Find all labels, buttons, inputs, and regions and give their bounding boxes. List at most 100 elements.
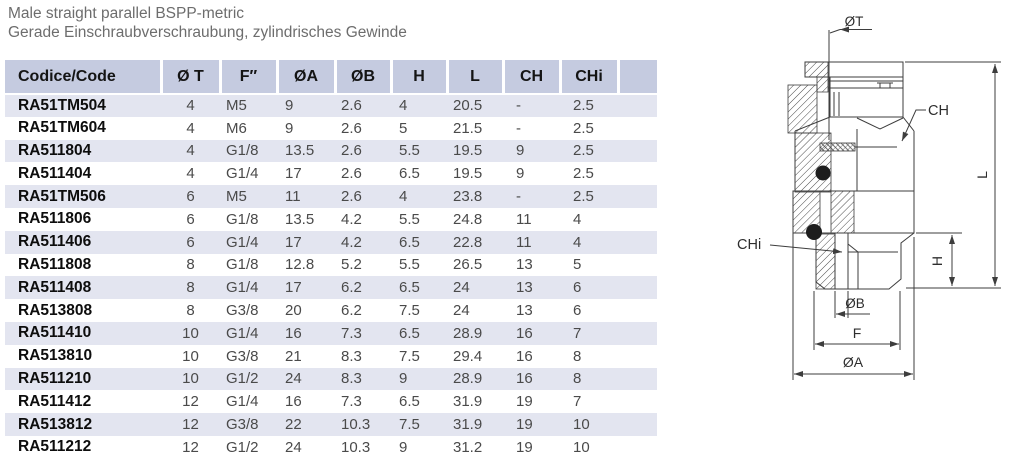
grip-washer — [819, 142, 856, 152]
empty-cell — [618, 162, 657, 185]
spec-value: 4 — [399, 97, 408, 115]
spec-value: 4 — [186, 97, 195, 115]
spec-value: 9 — [399, 438, 408, 456]
table-row: RA511806 6 G1/8 13.5 4.2 5.5 24.8 11 4 — [5, 208, 657, 231]
spec-value: G1/2 — [226, 438, 259, 456]
part-code: RA511806 — [18, 210, 92, 228]
table-row: RA511804 4 G1/8 13.5 2.6 5.5 19.5 9 2.5 — [5, 139, 657, 163]
column-header: Codice/Code — [5, 60, 163, 95]
table-header-row: Codice/Code Ø T F″ ØA ØB H L CH CHi — [5, 60, 657, 95]
spec-value: 8.3 — [341, 347, 362, 365]
spec-value: G1/2 — [226, 370, 259, 388]
spec-value: 16 — [516, 347, 533, 365]
empty-cell — [618, 322, 657, 345]
spec-value: 19 — [516, 393, 533, 411]
spec-value: 9 — [285, 97, 294, 115]
spec-value: 29.4 — [453, 347, 483, 365]
spec-value: 12 — [182, 416, 199, 434]
spec-value: 17 — [285, 279, 302, 297]
spec-value: 22 — [285, 416, 302, 434]
column-header: CH — [503, 60, 562, 95]
spec-value: 7.5 — [399, 347, 420, 365]
column-header: H — [391, 60, 449, 95]
spec-value: 12 — [182, 393, 199, 411]
spec-value: 20.5 — [453, 97, 483, 115]
spec-value: 4.2 — [341, 233, 362, 251]
part-code: RA51TM506 — [18, 187, 106, 205]
spec-value: 5.5 — [399, 142, 420, 160]
spec-value: 26.5 — [453, 256, 483, 274]
spec-value: 11 — [516, 210, 532, 228]
spec-value: 9 — [516, 165, 525, 183]
spec-value: 8 — [186, 302, 195, 320]
spec-value: 19.5 — [453, 142, 483, 160]
table-row: RA511212 12 G1/2 24 10.3 9 31.2 19 10 — [5, 436, 657, 459]
column-header: CHi — [560, 60, 620, 95]
spec-value: M5 — [226, 188, 247, 206]
spec-value: 9 — [285, 119, 294, 137]
column-header: ØB — [335, 60, 393, 95]
column-header: L — [447, 60, 505, 95]
spec-value: 2.5 — [573, 119, 594, 137]
spec-value: 6.5 — [399, 165, 420, 183]
label-thread-height-h: H — [929, 256, 945, 266]
spec-value: 2.6 — [341, 119, 362, 137]
empty-cell — [618, 117, 657, 140]
part-code: RA511404 — [18, 164, 92, 182]
empty-cell — [618, 390, 657, 413]
empty-cell — [618, 368, 657, 391]
title-english: Male straight parallel BSPP-metric — [8, 5, 245, 22]
spec-value: M5 — [226, 97, 247, 115]
spec-value: 10 — [182, 370, 199, 388]
empty-cell — [618, 413, 657, 436]
spec-value: 12 — [182, 438, 199, 456]
column-header: F″ — [220, 60, 279, 95]
spec-value: 4 — [573, 210, 582, 228]
spec-value: G3/8 — [226, 302, 259, 320]
spec-value: G3/8 — [226, 347, 259, 365]
table-body: RA51TM504 4 M5 9 2.6 4 20.5 - 2.5 RA51TM604 4 M6 9 2.… — [5, 94, 657, 459]
empty-cell — [618, 208, 657, 231]
spec-value: 6 — [573, 279, 582, 297]
spec-value: 2.5 — [573, 142, 594, 160]
spec-value: 4 — [573, 233, 582, 251]
label-tube-diameter: ØT — [845, 14, 864, 29]
spec-value: 11 — [516, 233, 532, 251]
spec-value: 8 — [186, 256, 195, 274]
table-row: RA511406 6 G1/4 17 4.2 6.5 22.8 11 4 — [5, 230, 657, 254]
spec-value: 2.6 — [341, 97, 362, 115]
table-row: RA51TM504 4 M5 9 2.6 4 20.5 - 2.5 — [5, 94, 657, 117]
part-code: RA513812 — [18, 415, 93, 433]
spec-value: 17 — [285, 165, 302, 183]
dimension-lines — [769, 30, 1001, 380]
page-title: Male straight parallel BSPP-metric Gerad… — [8, 4, 407, 42]
spec-value: 2.5 — [573, 188, 594, 206]
spec-value: 2.6 — [341, 142, 362, 160]
part-code: RA511410 — [18, 324, 92, 342]
part-code: RA511412 — [18, 392, 92, 410]
spec-value: 2.6 — [341, 165, 362, 183]
label-body-diameter: ØA — [843, 354, 864, 370]
spec-value: G1/4 — [226, 324, 259, 342]
spec-value: G1/4 — [226, 279, 259, 297]
empty-cell — [618, 231, 657, 254]
spec-value: 6 — [186, 188, 195, 206]
spec-value: 19 — [516, 438, 533, 456]
spec-value: 31.9 — [453, 416, 483, 434]
spec-value: 7 — [573, 324, 582, 342]
label-thread-f: F — [853, 325, 862, 341]
table-row: RA51TM506 6 M5 11 2.6 4 23.8 - 2.5 — [5, 185, 657, 208]
spec-value: 28.9 — [453, 370, 483, 388]
spec-value: 9 — [399, 370, 408, 388]
spec-value: 5 — [573, 256, 582, 274]
spec-value: 13 — [516, 256, 533, 274]
column-header: ØA — [277, 60, 337, 95]
spec-value: G1/8 — [226, 142, 259, 160]
label-bore-diameter: ØB — [845, 296, 865, 311]
spec-value: 10.3 — [341, 438, 371, 456]
spec-value: G1/4 — [226, 393, 259, 411]
spec-value: 17 — [285, 233, 302, 251]
table-row: RA51TM604 4 M6 9 2.6 5 21.5 - 2.5 — [5, 117, 657, 140]
column-header-empty — [618, 60, 657, 95]
spec-table: Codice/Code Ø T F″ ØA ØB H L CH CHi RA51TM504 4 M5… — [5, 60, 657, 459]
